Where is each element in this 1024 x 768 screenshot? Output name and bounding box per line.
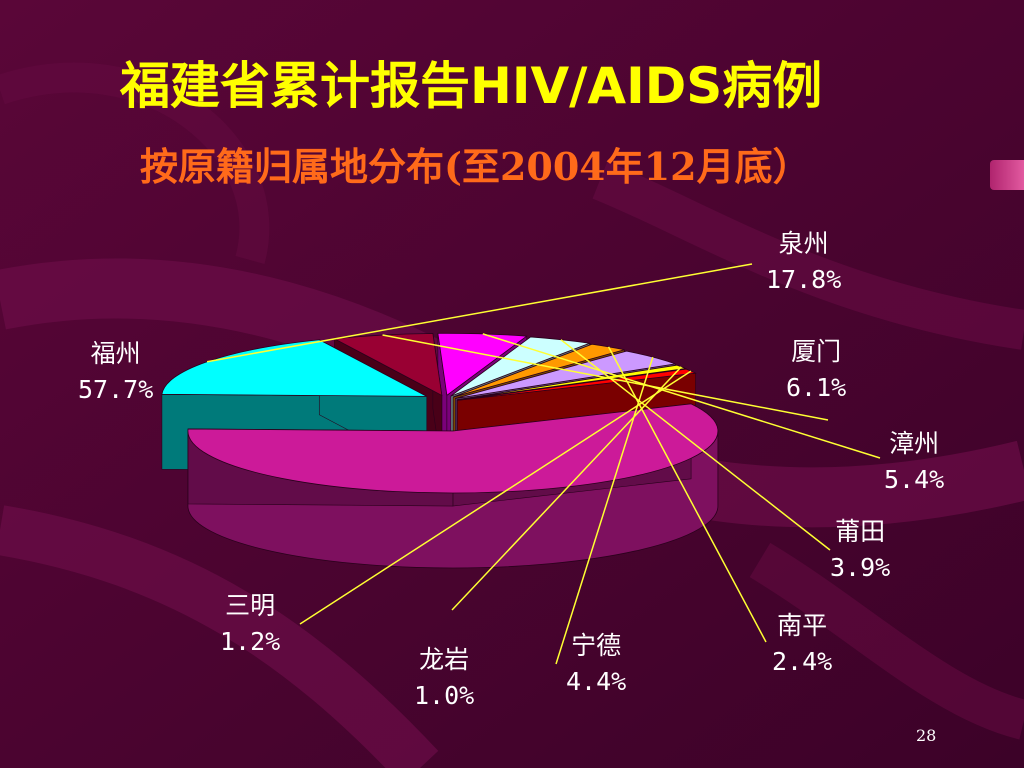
slice-name-zhangzhou: 漳州 — [889, 429, 940, 458]
slice-name-ningde: 宁德 — [571, 631, 622, 660]
slice-value-zhangzhou: 5.4% — [884, 465, 945, 494]
leader-line-2 — [382, 334, 829, 421]
pie-slice-top-1 — [161, 339, 427, 397]
leader-line-7 — [451, 366, 682, 611]
leader-line-1 — [206, 263, 753, 363]
slice-label-zhangzhou: 漳州 5.4% — [884, 426, 944, 498]
slice-name-quanzhou: 泉州 — [778, 229, 829, 258]
pie-slice-top-4 — [450, 336, 592, 397]
leader-line-4 — [560, 339, 831, 551]
page-number: 28 — [916, 726, 937, 745]
slice-name-longyan: 龙岩 — [419, 645, 470, 674]
slice-name-putian: 莆田 — [835, 517, 886, 546]
slice-value-fuzhou: 57.7% — [78, 375, 154, 404]
slice-value-sanming: 1.2% — [220, 627, 281, 656]
slide-title: 福建省累计报告HIV/AIDS病例 — [120, 57, 823, 115]
slice-label-xiamen: 厦门 6.1% — [786, 334, 846, 406]
leader-line-3 — [482, 333, 881, 459]
slice-value-quanzhou: 17.8% — [766, 265, 842, 294]
slice-value-xiamen: 6.1% — [786, 373, 847, 402]
pie-slice-top-5 — [453, 343, 625, 398]
slide-tab-decoration — [990, 160, 1024, 190]
slice-label-nanping: 南平 2.4% — [772, 608, 832, 680]
slice-value-ningde: 4.4% — [566, 667, 627, 696]
slice-value-longyan: 1.0% — [414, 681, 475, 710]
leader-lines — [206, 263, 881, 665]
pie-slice-top-8 — [457, 368, 697, 401]
slice-label-fuzhou: 福州 57.7% — [78, 336, 153, 408]
slice-name-nanping: 南平 — [777, 611, 828, 640]
slice-name-xiamen: 厦门 — [791, 337, 842, 366]
slice-label-putian: 莆田 3.9% — [830, 514, 890, 586]
pie-slice-top-3 — [437, 332, 528, 397]
slice-label-ningde: 宁德 4.4% — [566, 628, 626, 700]
slide-subtitle: 按原籍归属地分布(至2004年12月底） — [140, 144, 811, 189]
slice-label-longyan: 龙岩 1.0% — [414, 642, 474, 714]
leader-line-6 — [555, 356, 654, 665]
slice-label-sanming: 三明 1.2% — [220, 588, 280, 660]
slice-name-sanming: 三明 — [225, 591, 276, 620]
leader-line-5 — [607, 346, 767, 643]
pie-slice-top-0 — [187, 403, 719, 494]
slice-value-nanping: 2.4% — [772, 647, 833, 676]
leader-line-8 — [299, 370, 692, 625]
slice-value-putian: 3.9% — [830, 553, 891, 582]
pie-tops — [161, 332, 719, 494]
slice-label-quanzhou: 泉州 17.8% — [766, 226, 841, 298]
slice-name-fuzhou: 福州 — [90, 339, 141, 368]
